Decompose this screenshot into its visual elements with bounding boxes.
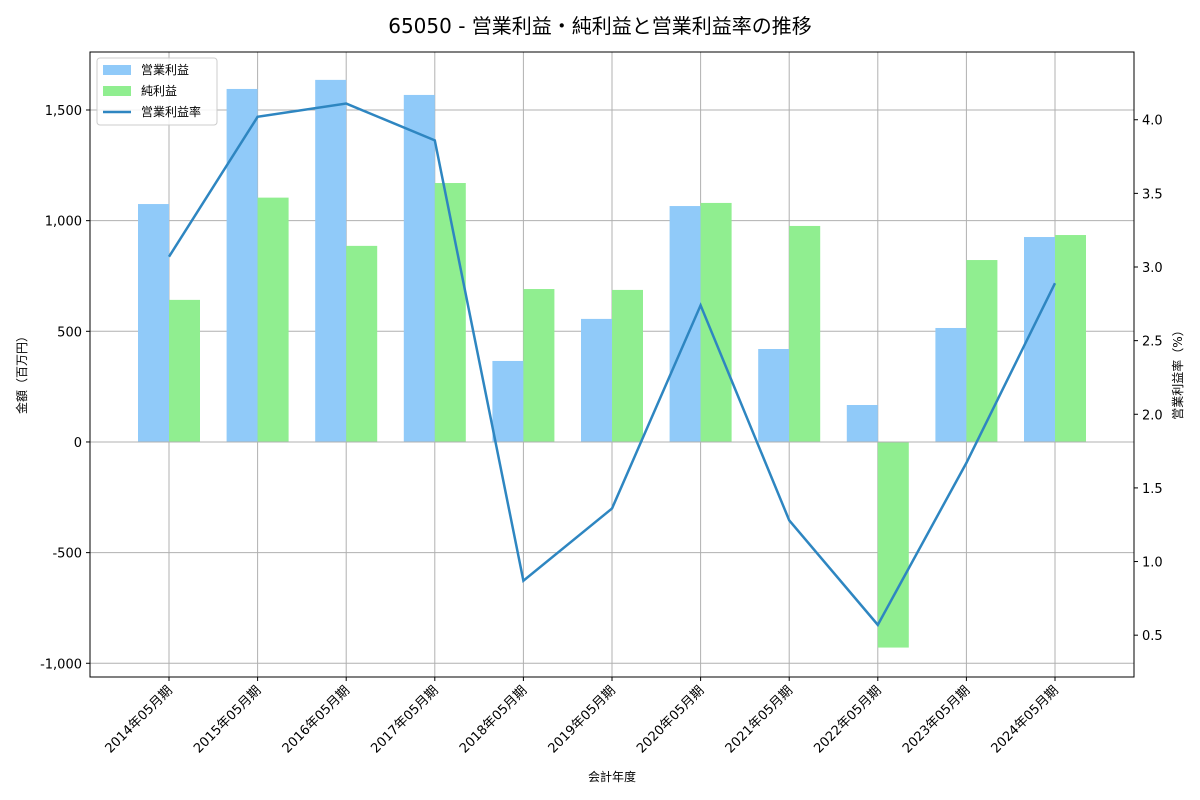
bar — [1055, 235, 1086, 442]
x-tick-label: 2023年05月期 — [900, 683, 973, 756]
bar — [669, 206, 701, 442]
y-right-tick-label: 1.0 — [1142, 556, 1163, 571]
chart-title: 65050 - 営業利益・純利益と営業利益率の推移 — [388, 14, 812, 38]
y-tick-label: -500 — [52, 547, 82, 562]
y-right-tick-label: 0.5 — [1142, 629, 1163, 644]
y-tick-label: 1,500 — [45, 104, 82, 119]
bar — [403, 94, 435, 442]
bar — [346, 245, 378, 442]
y-tick-label: 1,000 — [45, 215, 82, 230]
right-y-axis-label: 営業利益率（%） — [1170, 324, 1185, 419]
bar — [523, 289, 555, 442]
x-tick-label: 2016年05月期 — [280, 683, 353, 756]
operating-margin-line — [167, 102, 1057, 628]
legend-swatch — [103, 86, 131, 96]
bar — [1024, 237, 1055, 442]
bar — [138, 204, 169, 442]
x-tick-label: 2017年05月期 — [368, 683, 441, 756]
y-right-tick-label: 3.5 — [1142, 187, 1163, 202]
y-tick-label: -1,000 — [40, 657, 82, 672]
bar — [434, 183, 466, 442]
y-right-tick-label: 1.5 — [1142, 482, 1163, 497]
x-tick-label: 2022年05月期 — [811, 683, 884, 756]
bar — [700, 202, 732, 442]
legend-label: 営業利益 — [141, 63, 189, 77]
bar — [257, 197, 289, 442]
bar — [169, 299, 200, 442]
legend-label: 営業利益率 — [141, 104, 201, 119]
bar — [758, 349, 790, 442]
bar — [846, 405, 878, 442]
bar — [966, 260, 998, 442]
bar — [315, 79, 347, 442]
x-axis-label: 会計年度 — [588, 769, 636, 784]
bar-series — [138, 79, 1086, 648]
bar — [581, 318, 612, 442]
line-series — [167, 102, 1057, 628]
bar — [226, 88, 258, 442]
y-right-tick-label: 3.0 — [1142, 261, 1163, 276]
y-tick-label: 500 — [57, 325, 82, 340]
left-y-axis-label: 金額（百万円） — [14, 330, 29, 414]
x-tick-label: 2021年05月期 — [723, 683, 796, 756]
x-tick-label: 2019年05月期 — [546, 683, 619, 756]
bar — [789, 225, 821, 442]
bar — [935, 327, 967, 442]
legend-label: 純利益 — [141, 84, 177, 98]
x-axis: 2014年05月期 2015年05月期 2016年05月期 2017年05月期 2018… — [103, 677, 1062, 757]
right-y-axis: 0.5 1.0 1.5 2.0 2.5 3.0 3.5 4.0 — [1134, 114, 1163, 644]
x-tick-label: 2020年05月期 — [634, 683, 707, 756]
y-right-tick-label: 2.5 — [1142, 335, 1163, 350]
x-tick-label: 2014年05月期 — [103, 683, 176, 756]
left-y-axis: -1,000 -500 0 500 1,000 1,500 — [40, 104, 90, 672]
y-tick-label: 0 — [74, 436, 82, 451]
x-tick-label: 2015年05月期 — [191, 683, 264, 756]
y-right-tick-label: 2.0 — [1142, 408, 1163, 423]
x-tick-label: 2018年05月期 — [457, 683, 530, 756]
legend-swatch — [103, 65, 131, 75]
bar — [612, 289, 643, 442]
bar — [492, 360, 524, 442]
x-tick-label: 2024年05月期 — [989, 683, 1062, 756]
y-right-tick-label: 4.0 — [1142, 114, 1163, 129]
